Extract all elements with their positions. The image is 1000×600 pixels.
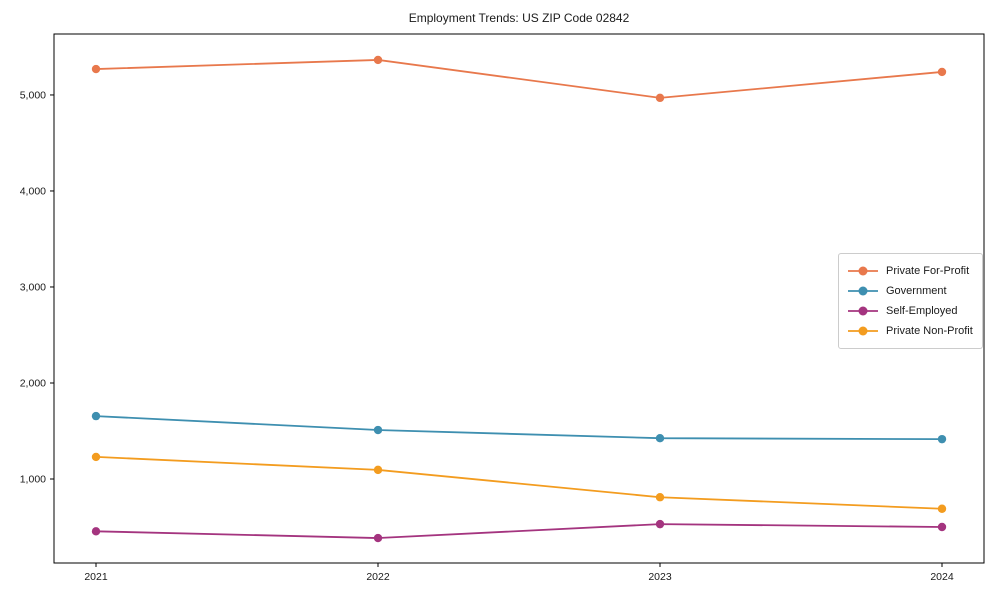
series-line-private-for-profit [95, 59, 943, 99]
chart-title: Employment Trends: US ZIP Code 02842 [408, 11, 630, 25]
legend: Private For-Profit Government Self-Employe… [838, 253, 983, 349]
legend-marker-government [848, 286, 878, 296]
legend-marker-self-employed [848, 306, 878, 316]
series-point-self-employed [373, 533, 383, 543]
series-point-private-for-profit [937, 67, 947, 77]
series-line-self-employed [95, 523, 943, 539]
y-tick-label: 3,000 [20, 281, 46, 293]
y-tick-label: 1,000 [20, 473, 46, 485]
x-tick-label: 2023 [648, 571, 672, 583]
x-tick-label: 2022 [366, 571, 390, 583]
x-tick-label: 2021 [84, 571, 108, 583]
series-line-private-non-profit [95, 456, 943, 510]
series-point-self-employed [655, 519, 665, 529]
series-point-private-for-profit [91, 64, 101, 74]
series-point-government [373, 425, 383, 435]
series-point-private-for-profit [373, 55, 383, 65]
series-point-self-employed [91, 527, 101, 536]
legend-label: Government [886, 285, 947, 297]
y-tick-label: 2,000 [20, 377, 46, 389]
x-tick-label: 2024 [930, 571, 954, 583]
legend-label: Self-Employed [886, 305, 958, 317]
legend-marker-private-for-profit [848, 266, 878, 276]
series-line-government [95, 415, 943, 441]
series-point-government [937, 434, 947, 444]
legend-marker-private-non-profit [848, 326, 878, 336]
series-point-self-employed [937, 522, 947, 532]
series-point-private-non-profit [373, 465, 383, 475]
series-point-private-for-profit [655, 93, 665, 103]
legend-item-private-non-profit: Private Non-Profit [848, 321, 973, 341]
series-point-government [91, 411, 101, 421]
series-point-private-non-profit [655, 493, 665, 502]
y-tick-label: 4,000 [20, 185, 46, 197]
plot-frame [53, 33, 985, 564]
series-point-private-non-profit [91, 452, 101, 462]
legend-item-government: Government [848, 281, 973, 301]
legend-item-self-employed: Self-Employed [848, 301, 973, 321]
legend-label: Private For-Profit [886, 265, 970, 277]
y-tick-label: 5,000 [20, 89, 46, 101]
legend-item-private-for-profit: Private For-Profit [848, 261, 973, 281]
series-point-government [655, 433, 665, 443]
series-point-private-non-profit [937, 504, 947, 513]
legend-label: Private Non-Profit [886, 325, 973, 337]
